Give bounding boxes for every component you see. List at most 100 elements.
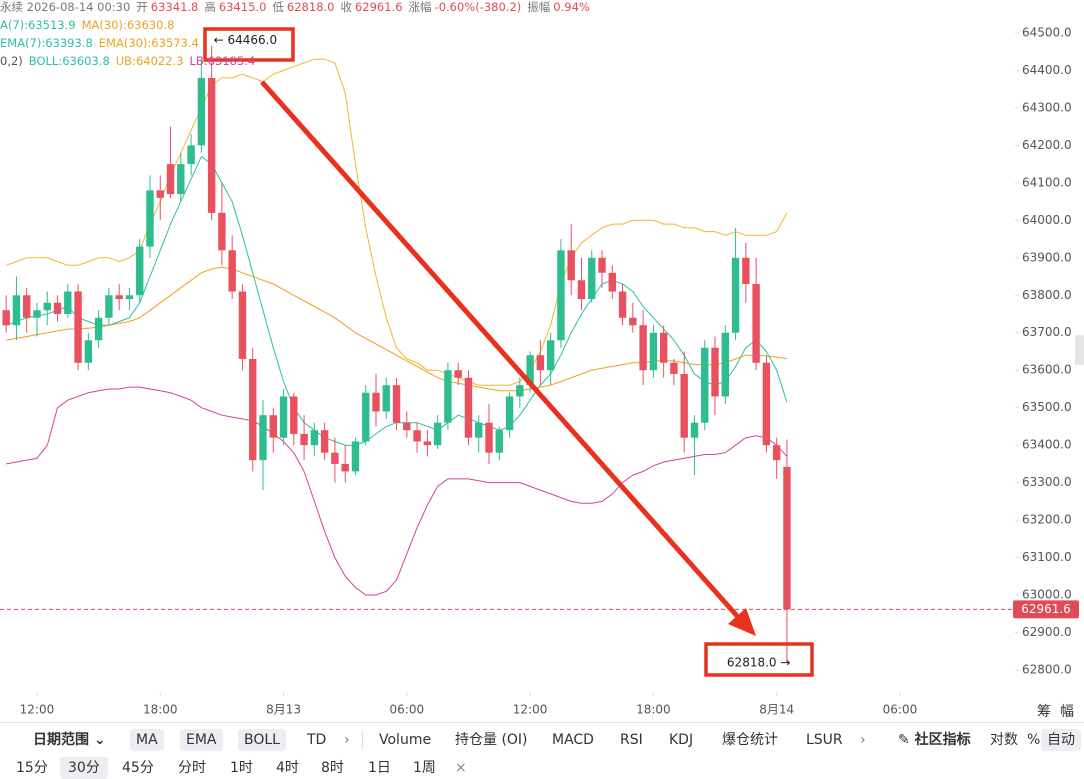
header-value: -0.60%(-380.2): [435, 0, 522, 14]
subchart[interactable]: 爆仓统计: [722, 732, 778, 748]
candle-body: [64, 291, 72, 315]
date-range[interactable]: 日期范围 ⌄: [33, 732, 106, 748]
y-tick-label: 64100.0: [1022, 175, 1072, 189]
y-tick-label: 63700.0: [1022, 325, 1072, 339]
subchart[interactable]: 持仓量 (OI): [455, 732, 528, 748]
candle-body: [290, 396, 298, 434]
header-label: 开: [136, 0, 148, 14]
candle-body: [577, 280, 586, 300]
candle-body: [259, 415, 267, 461]
legend-item: EMA(30):63573.4: [99, 36, 199, 50]
candle-body: [475, 422, 483, 438]
x-tick-label: 18:00: [143, 703, 178, 717]
interval[interactable]: 1周: [413, 760, 436, 776]
community[interactable]: ✎ 社区指标: [898, 732, 971, 748]
candle-body: [136, 246, 144, 296]
interval[interactable]: 4时: [276, 760, 299, 776]
option[interactable]: %: [1027, 732, 1041, 748]
candle-body: [505, 396, 514, 431]
y-tick-label: 63200.0: [1022, 513, 1072, 527]
candle-body: [659, 332, 668, 363]
candle-body: [721, 332, 729, 397]
header-label: 永续 2026-08-14 00:30: [0, 0, 130, 14]
scroll-arrow[interactable]: ›: [344, 732, 350, 748]
candle-body: [228, 250, 236, 292]
candle-body: [300, 433, 308, 446]
highlight-box: [704, 642, 814, 677]
y-tick-label: 63600.0: [1022, 363, 1072, 377]
axis-tool: 幅: [1060, 704, 1074, 720]
x-tick-label: 12:00: [20, 703, 55, 717]
candle-body: [94, 317, 103, 341]
candle-body: [269, 415, 277, 438]
subchart[interactable]: KDJ: [669, 732, 694, 748]
subchart[interactable]: Volume: [379, 732, 432, 748]
scroll-arrow[interactable]: ›: [860, 732, 866, 748]
candle-body: [444, 370, 452, 423]
y-tick-label: 63800.0: [1022, 288, 1072, 302]
candle-body: [495, 430, 503, 453]
indicator[interactable]: EMA: [180, 729, 223, 751]
interval[interactable]: 8时: [321, 760, 344, 776]
interval[interactable]: 分时: [178, 760, 206, 776]
candle-body: [690, 422, 699, 438]
subchart[interactable]: MACD: [552, 732, 594, 748]
legend-item: EMA(7):63393.8: [0, 36, 93, 50]
candle-body: [526, 355, 534, 386]
legend-item: 0,2): [0, 54, 23, 68]
candle-body: [762, 362, 771, 446]
y-tick-label: 64200.0: [1022, 138, 1072, 152]
candle-body: [166, 164, 175, 195]
candle-body: [546, 340, 555, 371]
option[interactable]: 自动: [1041, 729, 1081, 751]
subchart[interactable]: RSI: [620, 732, 643, 748]
indicator[interactable]: TD: [307, 732, 327, 748]
candle-body: [464, 377, 473, 438]
candle-body: [772, 445, 781, 461]
candle-body: [331, 452, 339, 464]
interval[interactable]: 15分: [16, 760, 48, 776]
date-range-label: 日期范围: [33, 732, 89, 748]
candle-body: [701, 347, 709, 423]
candle-body: [372, 392, 380, 412]
indicator-legend: A(7):63513.9 MA(30):63630.8: [0, 18, 174, 32]
candle-body: [12, 295, 21, 326]
y-tick-label: 63100.0: [1022, 550, 1072, 564]
candle-body: [567, 250, 575, 281]
last-price-label: 62961.6: [1021, 602, 1071, 616]
close-button[interactable]: ×: [455, 760, 467, 776]
y-tick-label: 64400.0: [1022, 63, 1072, 77]
candle-body: [105, 295, 113, 318]
side-handle: [1075, 335, 1084, 365]
candle-body: [146, 190, 154, 247]
candle-body: [516, 385, 524, 397]
x-tick-label: 8月14: [759, 703, 794, 717]
header-label: 收: [340, 0, 352, 14]
interval[interactable]: 45分: [122, 760, 154, 776]
candle-body: [197, 77, 206, 146]
indicator-legend: 0,2) BOLL:63603.8 UB:64022.3 LB:63185.4: [0, 54, 255, 68]
candle-body: [351, 441, 360, 472]
candle-body: [392, 385, 401, 423]
option[interactable]: 对数: [990, 732, 1018, 748]
header: 永续 2026-08-14 00:30 开 63341.8 高 63415.0 低 6281…: [0, 0, 590, 14]
candle-body: [382, 385, 390, 412]
candle-body: [711, 347, 719, 397]
chart: 62800.0 62900.0 63000.0 63100.0 63200.0 63300…: [0, 0, 1084, 720]
interval[interactable]: 30分: [60, 757, 108, 779]
y-tick-label: 63300.0: [1022, 475, 1072, 489]
interval[interactable]: 1时: [230, 760, 253, 776]
x-tick-label: 8月13: [266, 703, 301, 717]
candle-body: [454, 370, 462, 378]
candle-body: [742, 257, 750, 285]
subchart[interactable]: LSUR: [806, 732, 843, 748]
y-tick-label: 63400.0: [1022, 438, 1072, 452]
indicator[interactable]: BOLL: [238, 729, 286, 751]
indicator-line: [6, 266, 787, 392]
candle-body: [310, 430, 319, 446]
indicator[interactable]: MA: [130, 729, 164, 751]
header-label: 高: [204, 0, 216, 14]
interval[interactable]: 1日: [368, 760, 391, 776]
candle-body: [125, 295, 134, 300]
